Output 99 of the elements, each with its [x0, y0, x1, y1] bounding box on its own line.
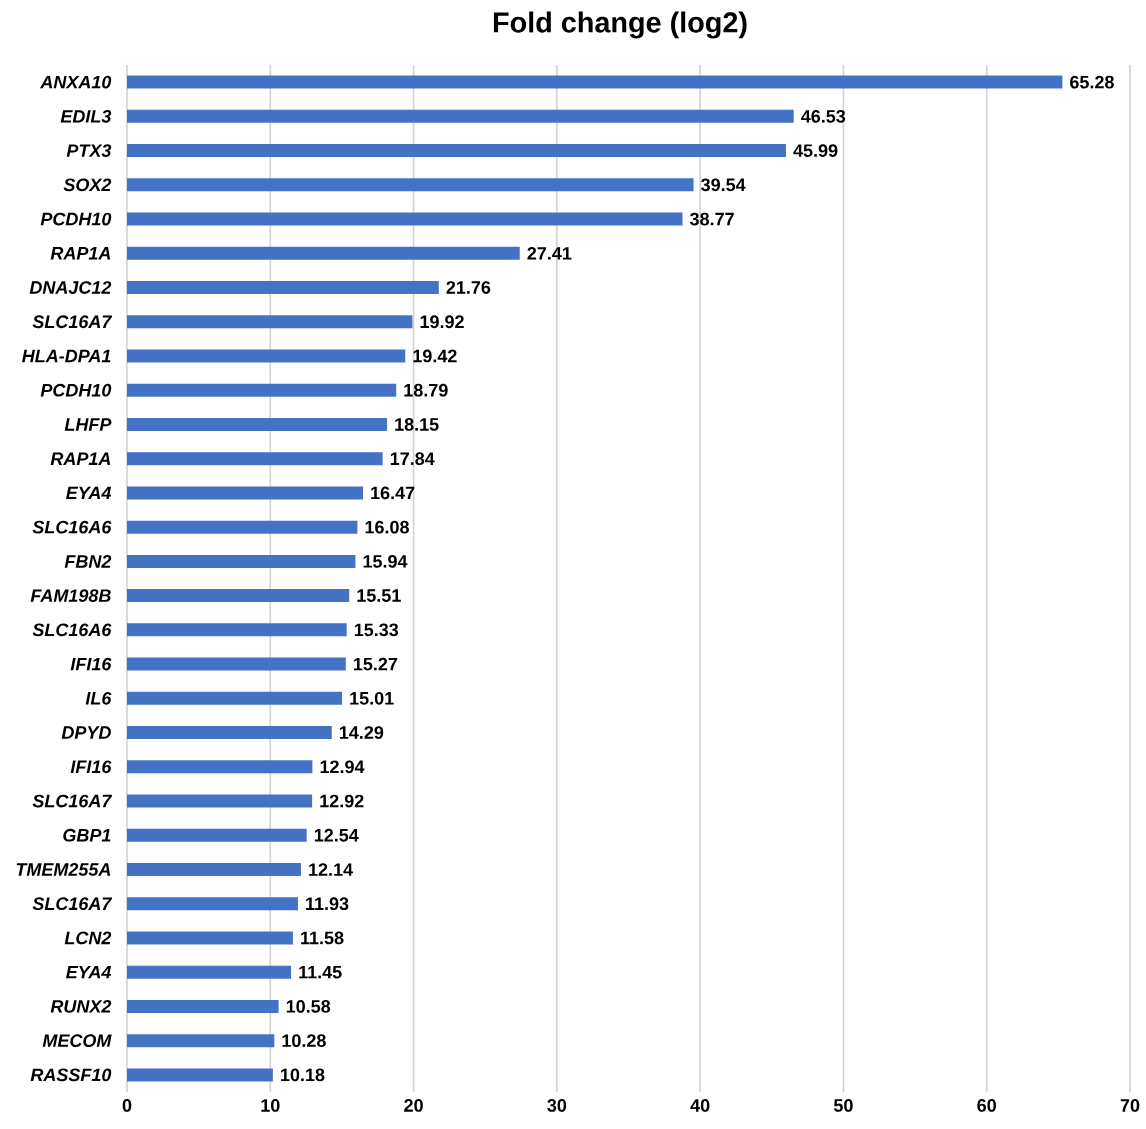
data-label: 39.54: [701, 178, 746, 192]
data-label: 27.41: [527, 246, 572, 260]
bar: [127, 623, 347, 637]
bar: [127, 281, 439, 295]
data-label: 19.92: [420, 315, 464, 329]
y-tick-label: SLC16A6: [32, 520, 112, 534]
chart-title: Fold change (log2): [493, 11, 747, 39]
x-tick-label: 30: [547, 1099, 567, 1112]
bar: [127, 144, 786, 158]
bar: [127, 178, 694, 192]
bar: [127, 315, 413, 329]
bar: [127, 520, 358, 534]
y-tick-label: SLC16A6: [32, 623, 112, 637]
y-tick-label: HLA-DPA1: [22, 349, 111, 363]
y-tick-label: LHFP: [64, 418, 112, 431]
data-label: 15.33: [354, 623, 399, 637]
x-tick-label: 0: [122, 1099, 132, 1112]
data-label: 38.77: [689, 212, 734, 226]
y-tick-label: PCDH10: [40, 383, 112, 397]
x-tick-label: 70: [1120, 1099, 1140, 1112]
y-tick-label: SLC16A7: [32, 794, 113, 808]
data-label: 11.93: [306, 897, 349, 911]
y-tick-label: RUNX2: [50, 1000, 112, 1013]
bar: [127, 383, 397, 397]
data-label: 65.28: [1070, 75, 1114, 89]
y-tick-label: IFI16: [70, 657, 112, 671]
x-tick-label: 40: [690, 1099, 710, 1112]
y-tick-label: PCDH10: [40, 212, 112, 226]
bar: [127, 75, 1063, 89]
data-label: 16.08: [365, 520, 409, 534]
bar: [127, 1068, 273, 1082]
data-label: 15.27: [353, 657, 398, 671]
data-label: 15.94: [363, 555, 408, 568]
data-label: 12.92: [320, 794, 364, 808]
data-label: 10.58: [286, 1000, 331, 1013]
bar: [127, 246, 520, 260]
y-tick-label: SOX2: [63, 178, 112, 192]
bar: [127, 109, 794, 123]
bar: [127, 965, 292, 979]
bar: [127, 417, 388, 431]
data-label: 15.51: [357, 589, 401, 602]
y-tick-label: GBP1: [63, 828, 111, 842]
x-tick-label: 50: [833, 1099, 853, 1112]
data-label: 18.15: [395, 418, 439, 431]
bar: [127, 486, 363, 500]
bar: [127, 1034, 275, 1048]
data-label: 19.42: [413, 349, 457, 363]
y-tick-label: MECOM: [42, 1034, 112, 1048]
y-tick-label: EYA4: [66, 486, 112, 500]
y-tick-label: FAM198B: [30, 589, 111, 602]
bar: [127, 726, 332, 740]
data-label: 46.53: [801, 109, 846, 123]
data-label: 10.18: [281, 1068, 325, 1082]
data-label: 12.14: [309, 863, 353, 876]
bar: [127, 828, 307, 842]
bar: [127, 897, 298, 911]
x-tick-label: 10: [261, 1099, 280, 1112]
bar: [127, 589, 350, 603]
data-label: 12.94: [320, 760, 365, 774]
y-tick-label: RAP1A: [50, 452, 111, 465]
bar: [127, 931, 293, 945]
bar: [127, 554, 356, 568]
bar: [127, 862, 301, 876]
data-label: 18.79: [404, 383, 448, 397]
data-label: 11.58: [301, 931, 344, 945]
x-tick-label: 20: [404, 1099, 423, 1112]
y-tick-label: IFI16: [70, 760, 112, 774]
data-label: 15.01: [350, 691, 394, 705]
data-label: 10.28: [282, 1034, 326, 1048]
bar: [127, 212, 683, 226]
data-label: 45.99: [793, 144, 838, 157]
y-tick-label: LCN2: [64, 931, 112, 945]
y-tick-label: FBN2: [64, 555, 112, 568]
bar: [127, 349, 406, 363]
data-label: 12.54: [314, 828, 359, 842]
bar: [127, 691, 343, 705]
y-tick-label: EYA4: [66, 965, 112, 979]
bar: [127, 760, 313, 774]
bar: [127, 657, 346, 671]
data-label: 11.45: [299, 965, 342, 979]
y-tick-label: TMEM255A: [16, 863, 111, 876]
y-tick-label: DNAJC12: [29, 281, 112, 294]
data-label: 21.76: [446, 281, 491, 294]
y-tick-label: SLC16A7: [32, 897, 113, 911]
bar: [127, 452, 383, 466]
bar: [127, 999, 279, 1013]
y-tick-label: SLC16A7: [32, 315, 113, 329]
y-tick-label: DPYD: [61, 726, 111, 739]
bar: [127, 794, 313, 808]
y-tick-label: RASSF10: [30, 1068, 112, 1082]
data-label: 14.29: [339, 726, 384, 739]
y-tick-label: RAP1A: [50, 247, 111, 260]
y-tick-label: EDIL3: [60, 109, 112, 123]
y-tick-label: IL6: [85, 691, 112, 705]
y-tick-label: ANXA10: [40, 75, 112, 89]
data-label: 17.84: [390, 452, 435, 466]
data-label: 16.47: [371, 486, 415, 500]
y-tick-label: PTX3: [66, 144, 112, 157]
x-tick-label: 60: [977, 1099, 996, 1112]
